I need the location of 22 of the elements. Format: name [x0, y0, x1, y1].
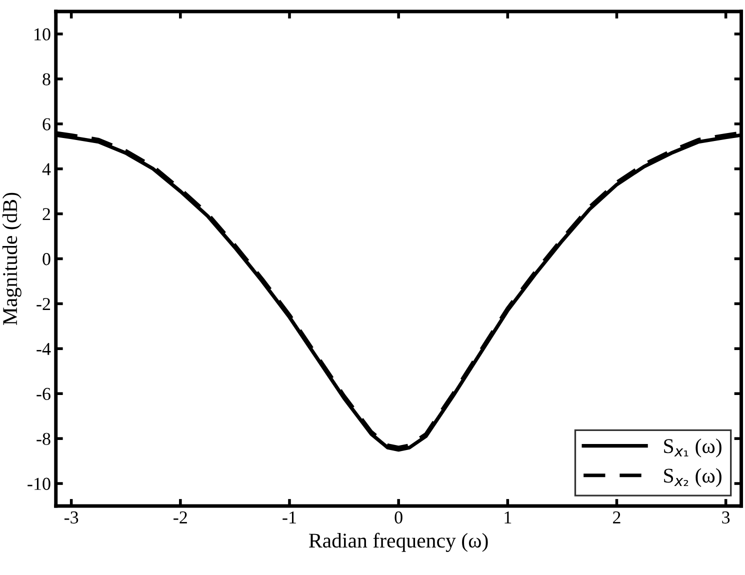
- x-tick-label: 2: [613, 511, 620, 524]
- y-tick-label: -6: [36, 388, 50, 400]
- y-axis-title: Magnitude (dB): [2, 192, 22, 325]
- y-tick-label: 2: [42, 208, 50, 220]
- x-tick-label: 3: [722, 511, 730, 524]
- legend-label: S$_{x₁}$ (ω): [664, 438, 722, 458]
- y-tick-label: 0: [42, 253, 50, 266]
- y-tick-label: -2: [36, 298, 50, 310]
- y-tick-label: 10: [34, 28, 50, 40]
- x-axis-title: Radian frequency (ω): [309, 532, 488, 552]
- x-tick-label: 1: [504, 511, 512, 524]
- y-tick-label: -10: [28, 478, 50, 490]
- x-tick-label: -2: [174, 511, 187, 524]
- y-tick-label: -4: [36, 343, 51, 355]
- y-tick-label: -8: [36, 432, 50, 446]
- y-tick-label: 6: [42, 118, 50, 130]
- legend-label: S$_{x₂}$ (ω): [664, 468, 722, 487]
- y-tick-label: 8: [42, 73, 50, 86]
- x-tick-label: -1: [282, 511, 296, 524]
- x-tick-label: 0: [394, 511, 402, 524]
- x-tick-label: -3: [64, 511, 78, 524]
- y-tick-label: 4: [42, 163, 51, 176]
